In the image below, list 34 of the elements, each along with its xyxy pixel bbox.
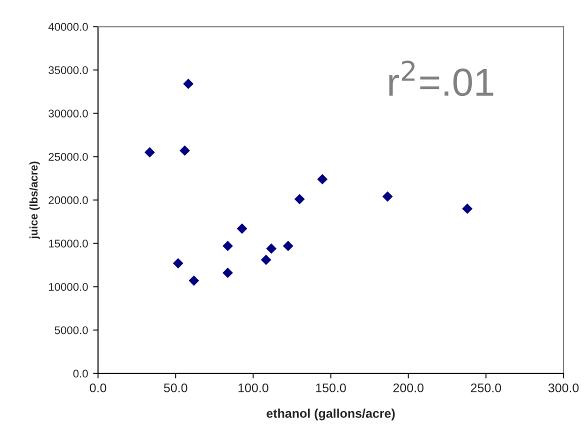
point: [183, 78, 194, 90]
x-tick-label: 0.0: [90, 383, 106, 392]
x-tick-label: 100.0: [238, 383, 268, 392]
x-tick-label: 50.0: [164, 383, 188, 392]
y-tick-label: 10000.0: [48, 282, 88, 291]
point: [222, 268, 233, 278]
point: [382, 191, 393, 202]
x-axis-title: ethanol (gallons/acre): [266, 408, 395, 420]
y-tick-label: 25000.0: [48, 152, 88, 161]
point: [282, 240, 294, 252]
point: [260, 254, 272, 266]
point: [266, 243, 277, 254]
y-tick-label: 0.0: [73, 370, 88, 378]
x-tick-label: 250.0: [470, 383, 502, 392]
point: [317, 174, 328, 184]
y-tick-label: 5000.0: [54, 326, 88, 334]
y-tick-label: 40000.0: [48, 22, 88, 31]
x-tick-label: 200.0: [393, 383, 424, 392]
point: [180, 145, 190, 156]
point: [236, 223, 248, 234]
y-tick-label: 15000.0: [48, 240, 88, 248]
y-axis-title: juice (lbs/acre): [29, 162, 40, 240]
x-tick-label: 300.0: [548, 383, 579, 392]
point: [188, 275, 200, 286]
point: [462, 203, 473, 214]
y-tick-label: 20000.0: [48, 196, 88, 204]
point: [222, 240, 233, 252]
point: [172, 258, 184, 269]
point: [144, 147, 155, 158]
annotation: r$^{2}$=.01: [389, 60, 494, 96]
y-tick-label: 35000.0: [48, 66, 88, 74]
x-tick-label: 150.0: [316, 383, 346, 392]
y-tick-label: 30000.0: [48, 110, 88, 118]
point: [294, 194, 305, 204]
